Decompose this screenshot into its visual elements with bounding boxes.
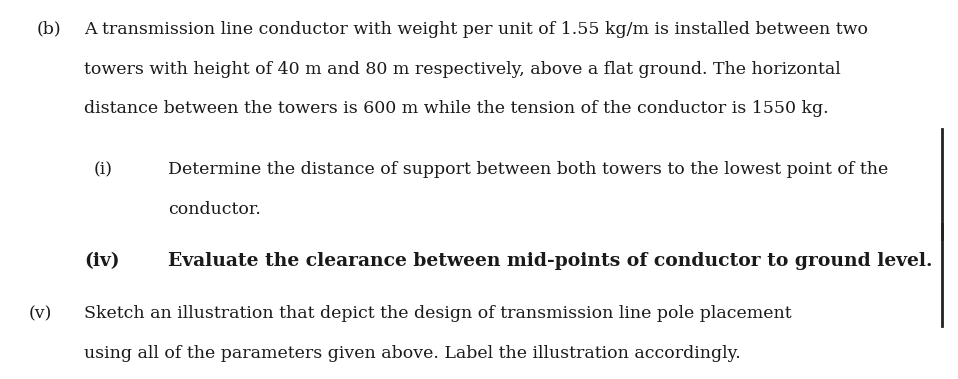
- Text: towers with height of 40 m and 80 m respectively, above a flat ground. The horiz: towers with height of 40 m and 80 m resp…: [84, 61, 841, 78]
- Text: conductor.: conductor.: [168, 201, 261, 218]
- Text: (v): (v): [29, 305, 52, 322]
- Text: using all of the parameters given above. Label the illustration accordingly.: using all of the parameters given above.…: [84, 345, 741, 362]
- Text: (i): (i): [94, 161, 113, 178]
- Text: A transmission line conductor with weight per unit of 1.55 kg/m is installed bet: A transmission line conductor with weigh…: [84, 21, 868, 38]
- Text: distance between the towers is 600 m while the tension of the conductor is 1550 : distance between the towers is 600 m whi…: [84, 100, 829, 117]
- Text: Determine the distance of support between both towers to the lowest point of the: Determine the distance of support betwee…: [168, 161, 888, 178]
- Text: (iv): (iv): [84, 252, 120, 270]
- Text: (b): (b): [36, 21, 61, 38]
- Text: Evaluate the clearance between mid-points of conductor to ground level.: Evaluate the clearance between mid-point…: [168, 252, 932, 270]
- Text: Sketch an illustration that depict the design of transmission line pole placemen: Sketch an illustration that depict the d…: [84, 305, 792, 322]
